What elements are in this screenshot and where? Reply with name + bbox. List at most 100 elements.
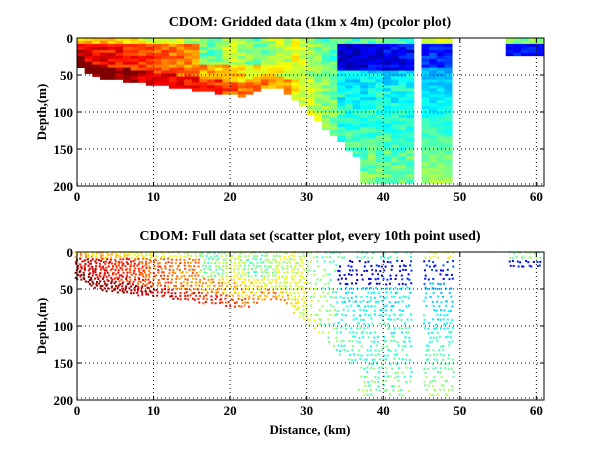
scatter-point bbox=[428, 322, 431, 325]
scatter-point bbox=[147, 286, 150, 289]
scatter-point bbox=[440, 309, 443, 312]
scatter-point bbox=[137, 263, 140, 266]
scatter-point bbox=[444, 380, 447, 383]
scatter-point bbox=[247, 288, 250, 291]
pcolor-cell bbox=[230, 58, 239, 63]
pcolor-cell bbox=[122, 61, 131, 66]
pcolor-cell bbox=[398, 156, 407, 160]
scatter-point bbox=[522, 265, 525, 268]
pcolor-cell bbox=[214, 88, 223, 92]
pcolor-cell bbox=[375, 135, 384, 140]
pcolor-cell bbox=[406, 126, 415, 131]
pcolor-cell bbox=[199, 43, 208, 48]
pcolor-cell bbox=[214, 55, 223, 60]
pcolor-cell bbox=[337, 135, 346, 140]
pcolor-cell bbox=[283, 70, 292, 74]
pcolor-cell bbox=[84, 43, 93, 48]
scatter-point bbox=[121, 285, 124, 288]
pcolor-cell bbox=[168, 67, 177, 71]
scatter-point bbox=[209, 251, 212, 254]
pcolor-cell bbox=[191, 55, 200, 60]
pcolor-cell bbox=[199, 61, 208, 66]
scatter-point bbox=[299, 274, 302, 277]
scatter-point bbox=[105, 260, 108, 263]
pcolor-cell bbox=[398, 70, 407, 74]
scatter-point bbox=[360, 332, 363, 335]
pcolor-cell bbox=[360, 162, 369, 166]
scatter-point bbox=[306, 318, 309, 321]
scatter-point bbox=[285, 288, 288, 291]
scatter-point bbox=[401, 345, 404, 348]
scatter-point bbox=[317, 331, 320, 334]
scatter-point bbox=[303, 282, 306, 285]
pcolor-cell bbox=[429, 153, 438, 157]
pcolor-cell bbox=[237, 76, 246, 80]
scatter-point bbox=[306, 273, 309, 276]
pcolor-cell bbox=[276, 55, 285, 60]
pcolor-cell bbox=[168, 49, 177, 54]
pcolor-cell bbox=[444, 52, 453, 57]
pcolor-cell bbox=[444, 49, 453, 54]
scatter-point bbox=[122, 271, 125, 274]
scatter-point bbox=[382, 252, 385, 255]
scatter-point bbox=[119, 267, 122, 270]
scatter-point bbox=[452, 371, 455, 374]
scatter-point bbox=[398, 385, 401, 388]
scatter-point bbox=[439, 371, 442, 374]
scatter-point bbox=[436, 256, 439, 259]
scatter-point bbox=[404, 327, 407, 330]
scatter-point bbox=[194, 288, 197, 291]
scatter-point bbox=[136, 282, 139, 285]
scatter-point bbox=[401, 300, 404, 303]
scatter-point bbox=[357, 349, 360, 352]
pcolor-cell bbox=[237, 46, 246, 51]
scatter-point bbox=[379, 309, 382, 312]
scatter-point bbox=[405, 305, 408, 308]
pcolor-cell bbox=[253, 49, 262, 54]
pcolor-cell bbox=[375, 159, 384, 163]
pcolor-cell bbox=[421, 52, 430, 57]
scatter-point bbox=[439, 327, 442, 330]
pcolor-cell bbox=[352, 88, 361, 92]
scatter-point bbox=[408, 389, 411, 392]
scatter-point bbox=[195, 294, 198, 297]
pcolor-cell bbox=[153, 46, 162, 51]
scatter-point bbox=[439, 318, 442, 321]
scatter-point bbox=[151, 291, 154, 294]
scatter-point bbox=[147, 273, 150, 276]
scatter-point bbox=[237, 297, 240, 300]
scatter-point bbox=[218, 278, 221, 281]
scatter-point bbox=[445, 322, 448, 325]
pcolor-cell bbox=[237, 91, 246, 95]
scatter-point bbox=[245, 259, 248, 262]
scatter-point bbox=[299, 312, 302, 315]
scatter-point bbox=[528, 264, 531, 267]
scatter-point bbox=[252, 301, 255, 304]
scatter-point bbox=[282, 261, 285, 264]
pcolor-cell bbox=[421, 55, 430, 60]
scatter-point bbox=[237, 305, 240, 308]
scatter-point bbox=[425, 388, 428, 391]
pcolor-cell bbox=[421, 79, 430, 83]
pcolor-cell bbox=[352, 100, 361, 104]
pcolor-cell bbox=[329, 38, 338, 42]
pcolor-cell bbox=[352, 70, 361, 74]
pcolor-cell bbox=[84, 49, 93, 54]
y-tick-label: 100 bbox=[54, 105, 74, 120]
pcolor-cell bbox=[352, 126, 361, 131]
scatter-point bbox=[207, 275, 210, 278]
scatter-point bbox=[149, 254, 152, 257]
scatter-point bbox=[119, 251, 122, 254]
scatter-point bbox=[425, 349, 428, 352]
scatter-point bbox=[445, 380, 448, 383]
scatter-point bbox=[285, 252, 288, 255]
pcolor-cell bbox=[383, 156, 392, 160]
pcolor-cell bbox=[360, 123, 369, 128]
scatter-point bbox=[443, 282, 446, 285]
scatter-point bbox=[143, 269, 146, 272]
pcolor-cell bbox=[237, 55, 246, 60]
pcolor-cell bbox=[77, 58, 86, 63]
scatter-point bbox=[217, 257, 220, 260]
pcolor-cell bbox=[390, 43, 399, 48]
scatter-point bbox=[111, 278, 114, 281]
